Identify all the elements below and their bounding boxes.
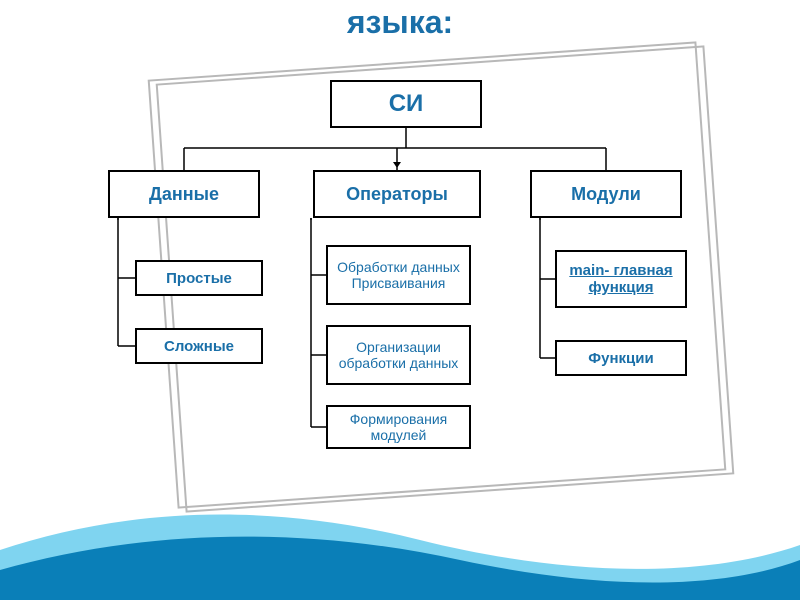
node-root: СИ — [330, 80, 482, 128]
node-ops: Операторы — [313, 170, 481, 218]
node-funcs: Функции — [555, 340, 687, 376]
node-main: main- главная функция — [555, 250, 687, 308]
node-data: Данные — [108, 170, 260, 218]
node-op1: Обработки данных Присваивания — [326, 245, 471, 305]
wave-decoration — [0, 490, 800, 600]
node-simple: Простые — [135, 260, 263, 296]
page-title: языка: — [0, 0, 800, 41]
node-mods: Модули — [530, 170, 682, 218]
node-op2: Организации обработки данных — [326, 325, 471, 385]
node-complex: Сложные — [135, 328, 263, 364]
node-op3: Формирования модулей — [326, 405, 471, 449]
